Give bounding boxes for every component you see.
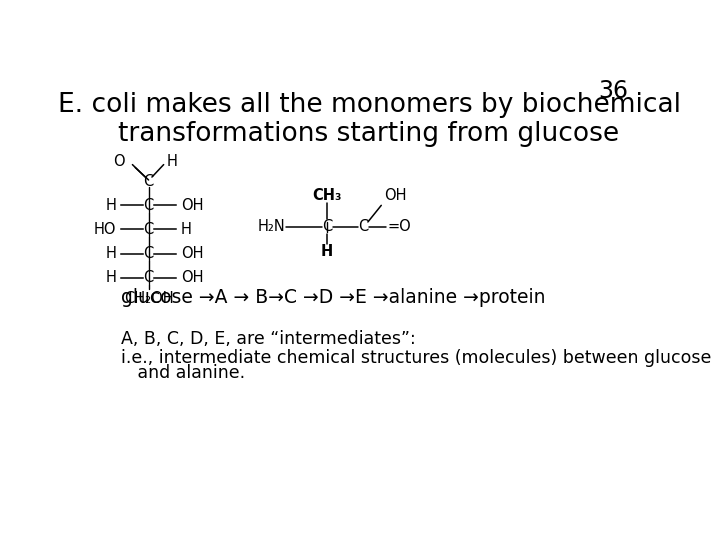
Text: C: C xyxy=(143,198,153,213)
Text: OH: OH xyxy=(384,188,407,203)
Text: OH: OH xyxy=(181,246,204,261)
Text: C: C xyxy=(143,246,153,261)
Text: A, B, C, D, E, are “intermediates”:: A, B, C, D, E, are “intermediates”: xyxy=(121,330,415,348)
Text: H: H xyxy=(181,222,192,237)
Text: 36: 36 xyxy=(598,79,629,103)
Text: CH₃: CH₃ xyxy=(312,188,342,203)
Text: O: O xyxy=(113,154,125,169)
Text: H: H xyxy=(321,245,333,259)
Text: i.e., intermediate chemical structures (molecules) between glucose: i.e., intermediate chemical structures (… xyxy=(121,349,711,367)
Text: CH₂OH: CH₂OH xyxy=(124,291,174,306)
Text: =O: =O xyxy=(388,219,412,234)
Text: OH: OH xyxy=(181,270,204,285)
Text: H: H xyxy=(105,270,116,285)
Text: transformations starting from glucose: transformations starting from glucose xyxy=(118,121,620,147)
Text: C: C xyxy=(359,219,369,234)
Text: H: H xyxy=(167,154,178,169)
Text: and alanine.: and alanine. xyxy=(121,364,245,382)
Text: H: H xyxy=(105,198,116,213)
Text: C: C xyxy=(143,222,153,237)
Text: E. coli makes all the monomers by biochemical: E. coli makes all the monomers by bioche… xyxy=(58,92,680,118)
Text: H₂N: H₂N xyxy=(258,219,285,234)
Text: OH: OH xyxy=(181,198,204,213)
Text: HO: HO xyxy=(94,222,116,237)
Text: H: H xyxy=(105,246,116,261)
Text: C: C xyxy=(143,270,153,285)
Text: glucose →A → B→C →D →E →alanine →protein: glucose →A → B→C →D →E →alanine →protein xyxy=(121,288,545,307)
Text: C: C xyxy=(322,219,332,234)
Text: C: C xyxy=(143,174,153,188)
